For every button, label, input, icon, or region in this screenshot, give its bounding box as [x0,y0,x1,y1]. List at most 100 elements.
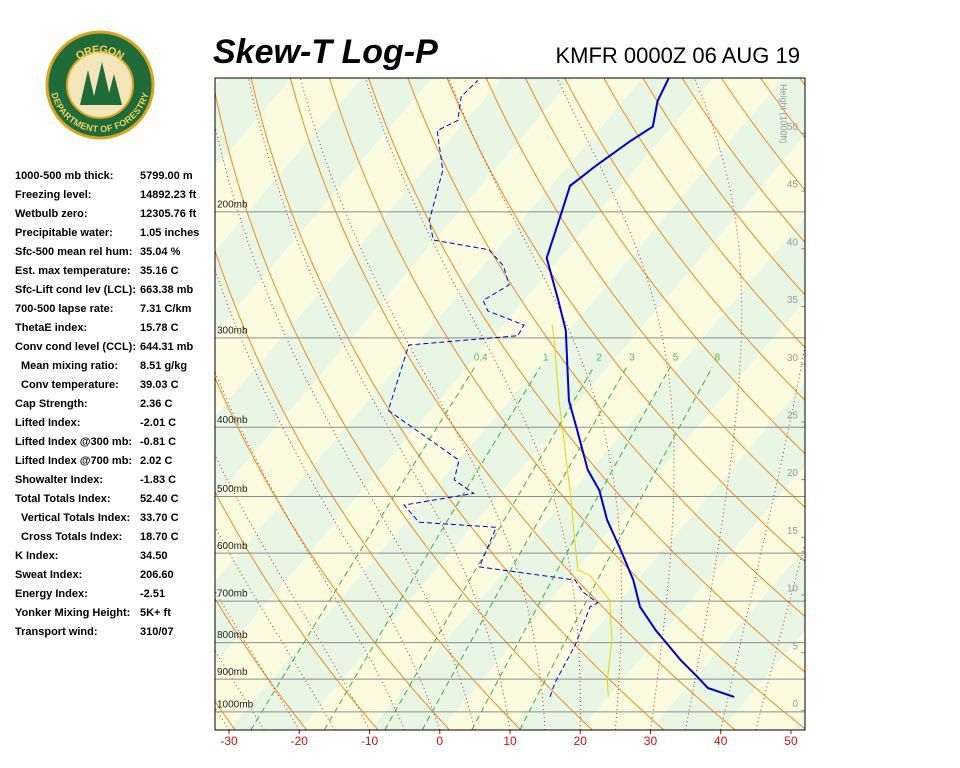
moist-adiabat [247,78,511,730]
index-label: Mean mixing ratio: [21,360,118,372]
dry-adiabat [215,490,379,730]
index-label: Sfc-500 mean rel hum: [15,246,132,258]
pressure-label: 200mb [217,199,248,210]
dry-adiabat [215,90,593,730]
pressure-label: 500mb [217,484,248,495]
index-label: 700-500 lapse rate: [15,303,113,315]
index-label: Cross Totals Index: [21,531,122,543]
isotherm-band [299,135,805,730]
index-value: 18.70 C [140,531,179,543]
height-tick-label: 35 [787,295,799,306]
index-value: 35.16 C [140,265,179,277]
index-label: Total Totals Index: [15,493,111,505]
dry-adiabat [328,78,805,730]
mixing-ratio-line [250,367,476,730]
chart-subtitle: KMFR 0000Z 06 AUG 19 [555,43,800,68]
index-value: 14892.23 ft [140,189,197,201]
index-value: 34.50 [140,550,168,562]
dry-adiabat [839,78,960,730]
x-tick-label: -10 [361,734,379,748]
height-axis-label: Height (1000ft) [779,84,789,144]
x-tick-label: -20 [291,734,309,748]
index-value: 39.03 C [140,379,179,391]
sounding-line [387,80,599,698]
height-tick-label: 0 [792,699,798,710]
pressure-label: 900mb [217,667,248,678]
index-label: Yonker Mixing Height: [15,607,130,619]
height-tick-label: 15 [787,526,799,537]
index-label: Conv temperature: [21,379,119,391]
logo-top-text: OREGON [74,44,126,63]
index-value: 15.78 C [140,322,179,334]
moist-adiabat [364,78,581,730]
moist-adiabat [448,78,623,730]
x-tick-label: 20 [574,734,588,748]
index-label: Lifted Index @700 mb: [15,455,132,467]
moist-adiabat [215,370,406,730]
isotherm-band [215,78,292,169]
pressure-label: 1000mb [217,700,254,711]
logo-border [45,30,155,140]
chart-title: Skew-T Log-P [213,33,438,71]
index-value: 644.31 mb [140,341,193,353]
dry-adiabat [564,78,805,402]
index-value: 206.60 [140,569,174,581]
dry-adiabat [215,376,450,730]
mixing-ratio-label: 1 [543,353,549,364]
height-tick-label: 45 [787,180,799,191]
index-value: 35.04 % [140,246,181,258]
index-value: 2.02 C [140,455,172,467]
pressure-label: 700mb [217,589,248,600]
x-tick-label: 30 [644,734,658,748]
logo: OREGON DEPARTMENT OF FORESTRY [45,30,155,140]
moist-adiabat [215,267,441,730]
dry-adiabat [215,249,522,730]
dry-adiabat [289,78,736,730]
height-tick-label: 5 [792,641,798,652]
index-value: 310/07 [140,626,174,638]
mixing-ratio-label: 5 [673,353,679,364]
pressure-label: 600mb [217,541,248,552]
dry-adiabat [957,78,960,730]
index-label: ThetaE index: [15,322,87,334]
plot-background [215,78,960,730]
logo-top-label: OREGON [74,44,126,63]
index-label: Transport wind: [15,626,98,638]
dry-adiabat [485,78,805,508]
moist-adiabat [556,78,675,730]
mixing-ratio-line [421,367,627,730]
height-tick-label: 50 [787,122,799,133]
dry-adiabat [215,597,308,730]
logo-tree [80,70,96,105]
sounding-line [545,78,735,698]
index-label: K Index: [15,550,58,562]
height-tick-label: 10 [787,584,799,595]
index-label: Showalter Index: [15,474,103,486]
isotherm-band [510,382,805,730]
plot-frame [214,77,806,731]
isotherm-band [215,78,784,730]
index-label: Cap Strength: [15,398,88,410]
moist-adiabat [215,525,335,730]
indices-table: 1000-500 mb thick: 5799.00 m Freezing leve… [15,170,199,638]
dry-adiabat [799,78,805,86]
moist-adiabat [720,343,805,730]
index-label: Wetbulb zero: [15,208,88,220]
mixing-ratio-label: 0.4 [474,353,488,364]
index-label: Sfc-Lift cond lev (LCL): [15,284,136,296]
index-value: -1.83 C [140,474,176,486]
mixing-ratio-label: 8 [715,353,721,364]
isotherm-band [369,217,805,730]
plot-foreground: 0.4 1 2 3 5 81000mb900mb800mb700mb600mb500mb4… [214,77,806,748]
height-tick-label: 30 [787,353,799,364]
moist-adiabat [685,78,743,730]
isotherm-band [650,548,805,730]
dry-adiabat [524,78,805,455]
logo-tree [92,62,112,105]
dry-adiabat [407,78,805,618]
index-value: 1.05 inches [140,227,199,239]
x-tick-label: -30 [220,734,238,748]
index-value: 663.38 mb [140,284,193,296]
index-value: -0.81 C [140,436,176,448]
x-tick-label: 0 [436,734,443,748]
